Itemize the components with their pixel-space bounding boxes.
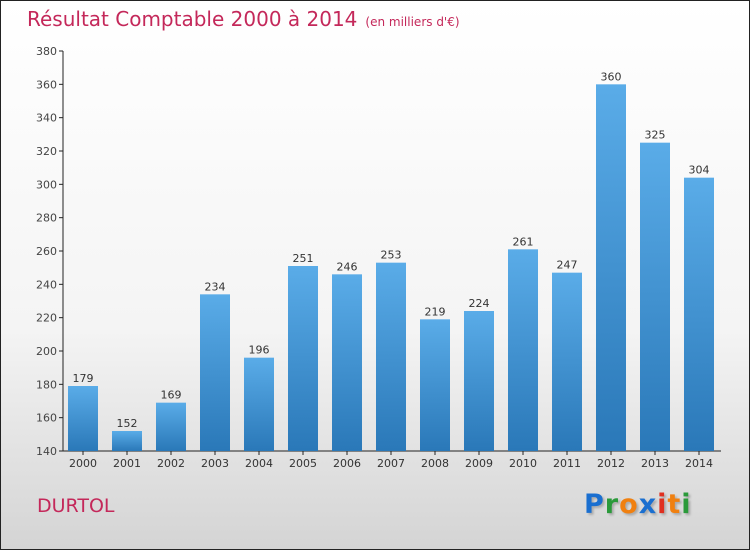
chart-subtitle: (en milliers d'€) xyxy=(365,15,460,29)
title-text: Résultat Comptable 2000 à 2014 xyxy=(27,7,358,31)
y-tick-label: 200 xyxy=(36,345,57,358)
y-tick-label: 360 xyxy=(36,78,57,91)
x-tick-label: 2003 xyxy=(201,457,229,470)
bar xyxy=(68,386,98,451)
y-tick-label: 180 xyxy=(36,378,57,391)
y-tick-label: 220 xyxy=(36,312,57,325)
bar xyxy=(288,266,318,451)
y-tick-label: 340 xyxy=(36,112,57,125)
data-label: 246 xyxy=(337,260,358,273)
data-label: 152 xyxy=(117,417,138,430)
bar xyxy=(332,274,362,451)
bar xyxy=(596,84,626,451)
y-tick-label: 300 xyxy=(36,178,57,191)
y-tick-label: 320 xyxy=(36,145,57,158)
proxiti-logo: Proxiti xyxy=(584,489,692,520)
y-tick-label: 160 xyxy=(36,412,57,425)
x-tick-label: 2013 xyxy=(641,457,669,470)
x-tick-label: 2000 xyxy=(69,457,97,470)
y-tick-label: 280 xyxy=(36,212,57,225)
data-label: 251 xyxy=(293,252,314,265)
x-tick-label: 2010 xyxy=(509,457,537,470)
y-tick-label: 380 xyxy=(36,45,57,58)
x-tick-label: 2012 xyxy=(597,457,625,470)
bar xyxy=(112,431,142,451)
x-tick-label: 2002 xyxy=(157,457,185,470)
x-tick-label: 2001 xyxy=(113,457,141,470)
bar xyxy=(464,311,494,451)
data-label: 234 xyxy=(205,280,226,293)
bar xyxy=(156,402,186,451)
data-label: 196 xyxy=(249,344,270,357)
data-label: 169 xyxy=(161,389,182,402)
data-label: 179 xyxy=(73,372,94,385)
bar xyxy=(640,142,670,451)
bar xyxy=(552,272,582,451)
bar xyxy=(376,262,406,451)
bar xyxy=(244,357,274,451)
x-tick-label: 2004 xyxy=(245,457,273,470)
data-label: 253 xyxy=(381,249,402,262)
data-label: 325 xyxy=(645,129,666,142)
data-label: 247 xyxy=(557,259,578,272)
bar xyxy=(684,177,714,451)
data-label: 261 xyxy=(513,235,534,248)
x-tick-label: 2009 xyxy=(465,457,493,470)
x-tick-label: 2008 xyxy=(421,457,449,470)
data-label: 224 xyxy=(469,297,490,310)
y-tick-label: 140 xyxy=(36,445,57,458)
x-tick-label: 2007 xyxy=(377,457,405,470)
town-name: DURTOL xyxy=(37,495,115,517)
data-label: 219 xyxy=(425,305,446,318)
x-tick-label: 2005 xyxy=(289,457,317,470)
x-tick-label: 2014 xyxy=(685,457,713,470)
chart-title: Résultat Comptable 2000 à 2014 (en millie… xyxy=(27,7,460,31)
data-label: 360 xyxy=(601,70,622,83)
x-tick-label: 2006 xyxy=(333,457,361,470)
data-label: 304 xyxy=(689,164,710,177)
bar xyxy=(200,294,230,451)
y-tick-label: 240 xyxy=(36,278,57,291)
bar xyxy=(508,249,538,451)
x-tick-label: 2011 xyxy=(553,457,581,470)
bar xyxy=(420,319,450,451)
y-tick-label: 260 xyxy=(36,245,57,258)
